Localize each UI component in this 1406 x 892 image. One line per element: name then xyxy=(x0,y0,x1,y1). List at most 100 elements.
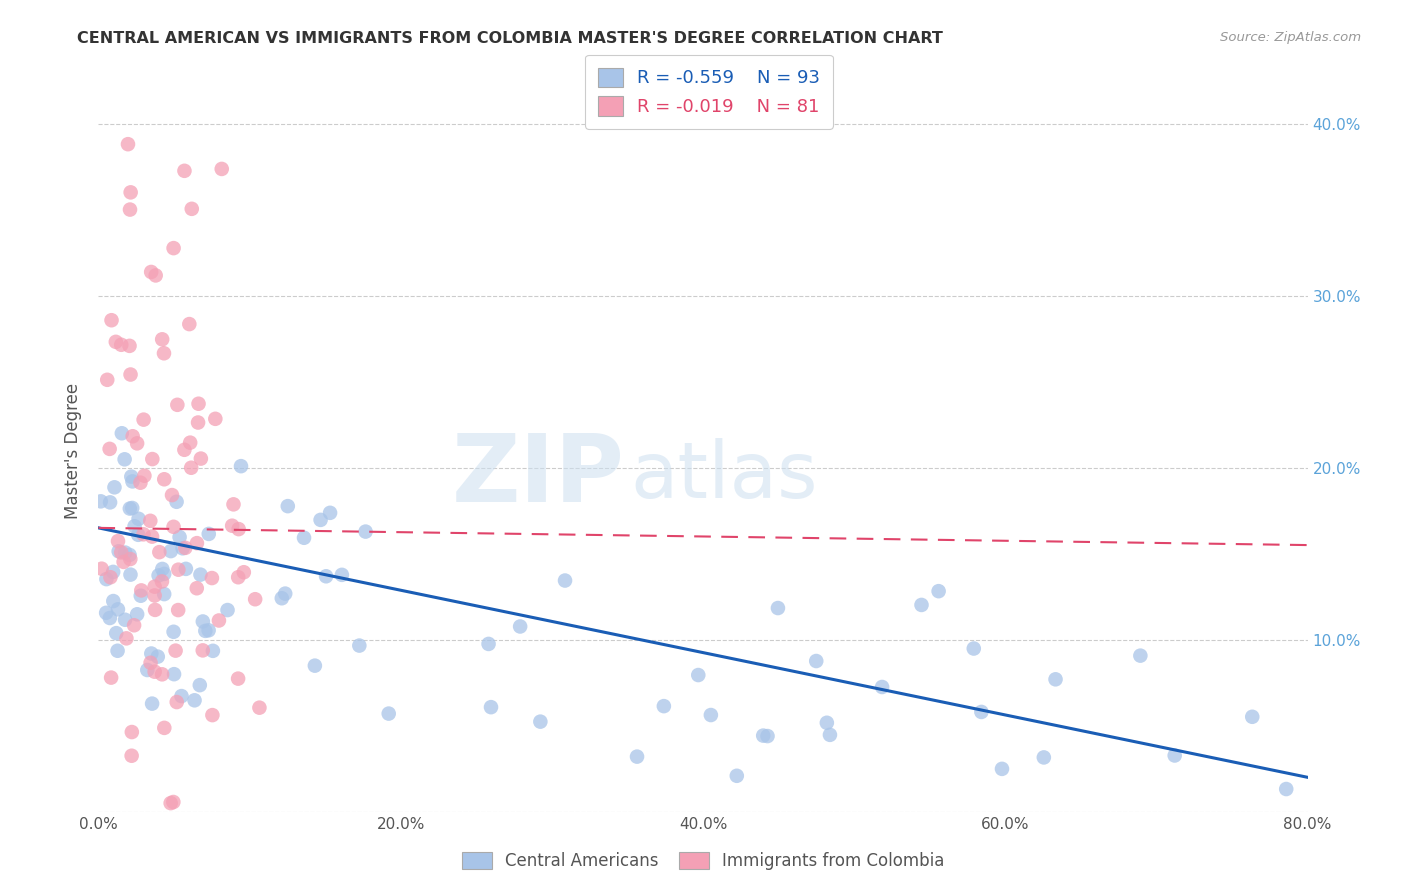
Point xyxy=(179,317,201,331)
Point xyxy=(194,624,217,638)
Point xyxy=(197,527,219,541)
Point xyxy=(114,545,136,559)
Point xyxy=(626,749,648,764)
Point xyxy=(143,589,166,603)
Point xyxy=(121,475,143,489)
Point xyxy=(187,397,209,411)
Point xyxy=(319,506,342,520)
Point xyxy=(201,571,224,585)
Point xyxy=(120,552,142,566)
Y-axis label: Master's Degree: Master's Degree xyxy=(65,383,83,518)
Point xyxy=(98,611,121,625)
Point xyxy=(98,442,121,456)
Point xyxy=(118,339,141,353)
Point xyxy=(180,460,202,475)
Point xyxy=(115,632,138,646)
Point xyxy=(309,513,332,527)
Point xyxy=(190,451,212,466)
Point xyxy=(96,572,118,586)
Point xyxy=(150,332,173,346)
Point xyxy=(153,566,176,581)
Point xyxy=(354,524,377,539)
Point xyxy=(190,567,212,582)
Point xyxy=(148,545,170,559)
Point xyxy=(1163,748,1185,763)
Point xyxy=(110,545,132,559)
Point xyxy=(153,587,176,601)
Point xyxy=(1032,750,1054,764)
Point xyxy=(160,488,183,502)
Point xyxy=(143,580,166,594)
Point xyxy=(141,647,163,661)
Point xyxy=(818,728,841,742)
Point xyxy=(165,643,187,657)
Point xyxy=(172,541,194,556)
Point xyxy=(159,544,181,558)
Point xyxy=(139,514,162,528)
Point xyxy=(141,697,163,711)
Point xyxy=(166,695,188,709)
Point xyxy=(1129,648,1152,663)
Point xyxy=(145,268,167,283)
Point xyxy=(752,729,775,743)
Point xyxy=(127,607,149,622)
Point xyxy=(187,416,209,430)
Point xyxy=(815,715,838,730)
Point xyxy=(120,186,142,200)
Legend: Central Americans, Immigrants from Colombia: Central Americans, Immigrants from Colom… xyxy=(456,845,950,877)
Point xyxy=(217,603,239,617)
Point xyxy=(117,137,139,152)
Point xyxy=(188,678,211,692)
Point xyxy=(277,499,299,513)
Point xyxy=(554,574,576,588)
Point xyxy=(167,603,190,617)
Point xyxy=(129,475,152,490)
Point xyxy=(153,721,176,735)
Point xyxy=(146,649,169,664)
Point xyxy=(270,591,292,606)
Point xyxy=(107,534,129,549)
Point xyxy=(100,570,122,584)
Point xyxy=(167,563,190,577)
Point xyxy=(103,594,125,608)
Point xyxy=(118,202,141,217)
Point xyxy=(141,452,163,467)
Point xyxy=(103,480,125,494)
Point xyxy=(1241,710,1264,724)
Point xyxy=(128,512,150,526)
Point xyxy=(204,412,226,426)
Point xyxy=(96,606,118,620)
Point xyxy=(121,429,143,443)
Point xyxy=(111,426,134,441)
Point xyxy=(249,700,271,714)
Point xyxy=(162,520,184,534)
Point xyxy=(114,452,136,467)
Point xyxy=(136,663,159,677)
Point xyxy=(652,699,675,714)
Point xyxy=(183,693,205,707)
Point xyxy=(107,544,129,558)
Point xyxy=(191,643,214,657)
Point xyxy=(148,568,170,582)
Point xyxy=(162,241,184,255)
Point xyxy=(208,614,231,628)
Point xyxy=(170,689,193,703)
Point xyxy=(222,497,245,511)
Point xyxy=(153,472,176,486)
Point xyxy=(121,725,143,739)
Point xyxy=(169,530,191,544)
Point xyxy=(330,567,353,582)
Point xyxy=(766,601,789,615)
Point xyxy=(229,459,252,474)
Point xyxy=(104,334,127,349)
Point xyxy=(228,522,250,536)
Point xyxy=(139,656,162,670)
Point xyxy=(120,567,142,582)
Point xyxy=(174,562,197,576)
Point xyxy=(166,398,188,412)
Point xyxy=(129,583,152,598)
Point xyxy=(134,468,156,483)
Point xyxy=(100,313,122,327)
Point xyxy=(141,265,163,279)
Point xyxy=(120,469,142,483)
